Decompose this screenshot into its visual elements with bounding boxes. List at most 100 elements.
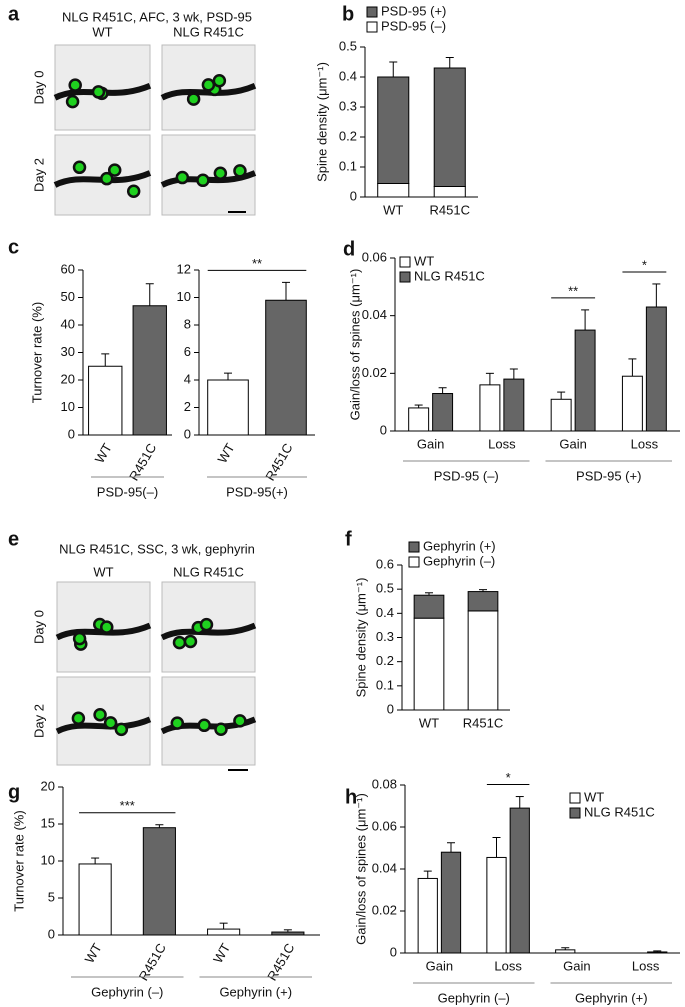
y-tick-label: 10 [177, 289, 191, 304]
dendrite [160, 82, 257, 101]
panel-title: NLG R451C, AFC, 3 wk, PSD-95 [62, 9, 252, 24]
x-tick-label: R451C [463, 715, 503, 730]
y-tick-label: 0.2 [339, 128, 357, 143]
x-tick-label: WT [383, 202, 403, 217]
panel-letter: c [8, 236, 19, 258]
spine [196, 173, 210, 188]
spine [72, 631, 87, 646]
panel-letter: a [8, 3, 20, 25]
legend-label: PSD-95 (–) [381, 18, 446, 33]
group-label: PSD-95(–) [97, 484, 158, 499]
legend-swatch [366, 21, 378, 33]
y-tick-label: 0.02 [372, 902, 397, 917]
spine [199, 617, 214, 632]
y-tick-label: 0.1 [376, 677, 394, 692]
panel-letter: e [8, 528, 19, 550]
row-label: Day 2 [31, 158, 46, 192]
spine [107, 163, 122, 177]
y-tick-label: 0 [48, 926, 55, 941]
x-tick-label: R451C [430, 202, 470, 217]
panel-letter: b [342, 3, 354, 25]
y-axis-label: Spine density (μm⁻¹) [353, 578, 368, 698]
y-tick-label: 0.08 [372, 776, 397, 791]
legend-label: Gephyrin (+) [423, 538, 496, 553]
y-tick-label: 50 [61, 289, 75, 304]
bar [479, 384, 501, 432]
spine [233, 164, 247, 178]
y-tick-label: 30 [61, 344, 75, 359]
bar [207, 379, 249, 436]
significance-label: *** [120, 798, 135, 813]
column-label: NLG R451C [173, 564, 244, 579]
legend-label: Gephyrin (–) [423, 553, 495, 568]
bar-segment [467, 610, 499, 711]
bar-segment [413, 617, 445, 711]
spine [186, 92, 201, 106]
spine [91, 85, 106, 99]
y-tick-label: 0.5 [339, 38, 357, 53]
y-tick-label: 0 [387, 701, 394, 716]
micrograph [161, 581, 256, 673]
spine [197, 718, 211, 733]
spine [212, 73, 227, 88]
y-tick-label: 0.6 [376, 556, 394, 571]
group-label: Gephyrin (+) [219, 984, 292, 999]
y-tick-label: 0 [350, 188, 357, 203]
legend-swatch [366, 6, 378, 18]
y-axis-label: Gain/loss of spines (μm⁻¹) [347, 269, 362, 421]
y-tick-label: 40 [61, 316, 75, 331]
legend-label: NLG R451C [584, 804, 655, 819]
spine [233, 714, 247, 728]
legend-swatch [408, 556, 420, 568]
y-tick-label: 0.3 [339, 98, 357, 113]
spine [68, 78, 82, 92]
y-tick-label: 15 [41, 815, 55, 830]
y-tick-label: 60 [61, 261, 75, 276]
column-label: NLG R451C [173, 24, 244, 39]
y-tick-label: 0 [380, 422, 387, 437]
y-axis-label: Gain/loss of spines (μm⁻¹) [353, 793, 368, 945]
y-tick-label: 20 [41, 778, 55, 793]
y-tick-label: 5 [48, 889, 55, 904]
dendrite [55, 716, 152, 735]
legend-swatch [408, 541, 420, 553]
y-tick-label: 0 [68, 426, 75, 441]
bar [207, 928, 241, 936]
y-tick-label: 0 [390, 944, 397, 959]
group-label: PSD-95 (–) [434, 468, 499, 483]
bar [271, 931, 305, 936]
bar [509, 807, 530, 954]
bar [574, 329, 596, 432]
bar [432, 393, 454, 432]
bar-segment [377, 183, 410, 198]
y-tick-label: 0.04 [372, 860, 397, 875]
bar [408, 407, 430, 432]
y-tick-label: 0.04 [362, 307, 387, 322]
bar [503, 378, 525, 432]
y-tick-label: 8 [184, 316, 191, 331]
panel-letter: f [345, 528, 352, 550]
spine [114, 722, 129, 737]
y-axis-label: Turnover rate (%) [11, 810, 26, 911]
panel-letter: g [8, 781, 20, 803]
spine [71, 711, 86, 725]
significance-label: * [642, 257, 647, 272]
bar [440, 851, 462, 954]
spine [103, 716, 118, 730]
bar-segment [377, 76, 410, 184]
spine [99, 620, 114, 634]
dendrite [160, 622, 257, 641]
y-tick-label: 0.02 [362, 365, 387, 380]
legend-label: NLG R451C [414, 268, 485, 283]
bar-segment [467, 591, 499, 612]
panel-letter: d [343, 238, 355, 260]
bar [417, 877, 438, 954]
x-tick-label: Gain [417, 436, 444, 451]
x-tick-label: Gain [426, 958, 453, 973]
y-tick-label: 0.3 [376, 629, 394, 644]
legend-swatch [399, 256, 411, 268]
legend-label: PSD-95 (+) [381, 3, 446, 18]
spine [175, 170, 190, 185]
bar [647, 951, 668, 954]
spine [183, 634, 198, 649]
